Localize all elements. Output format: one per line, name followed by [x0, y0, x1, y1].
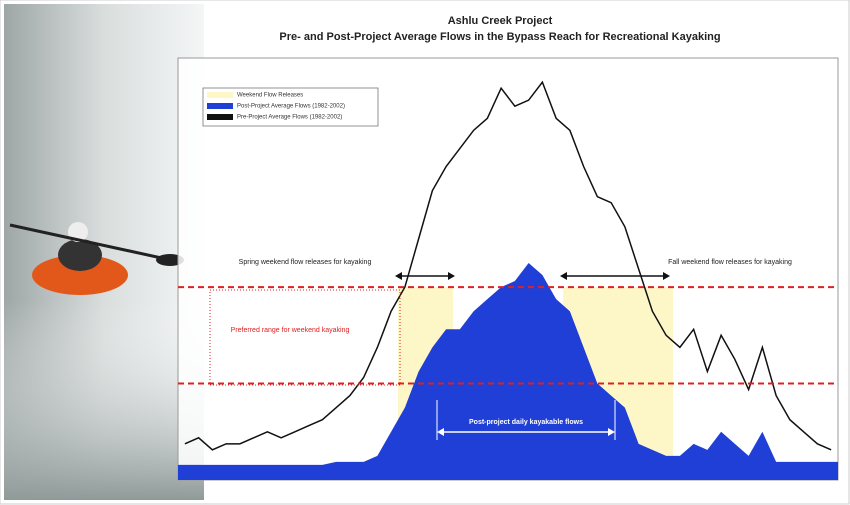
legend-swatch	[207, 92, 233, 98]
legend-swatch	[207, 114, 233, 120]
annotation: Fall weekend flow releases for kayaking	[668, 259, 792, 266]
area	[178, 262, 838, 480]
annotation-arrows	[209, 272, 670, 440]
legend-swatch	[207, 103, 233, 109]
legend-label: Pre-Project Average Flows (1982-2002)	[237, 115, 342, 121]
kayaker	[9, 222, 184, 295]
chart-subtitle: Pre- and Post-Project Average Flows in t…	[279, 31, 720, 43]
chart-title: Ashlu Creek Project	[448, 15, 553, 27]
annotation: Post-project daily kayakable flows	[469, 419, 583, 426]
annotation: Preferred range for weekend kayaking	[231, 327, 350, 334]
legend-label: Post-Project Average Flows (1982-2002)	[237, 104, 345, 110]
annotation: Spring weekend flow releases for kayakin…	[239, 259, 372, 266]
legend-label: Weekend Flow Releases	[237, 93, 303, 99]
photo-water	[4, 300, 204, 500]
line	[184, 80, 832, 451]
